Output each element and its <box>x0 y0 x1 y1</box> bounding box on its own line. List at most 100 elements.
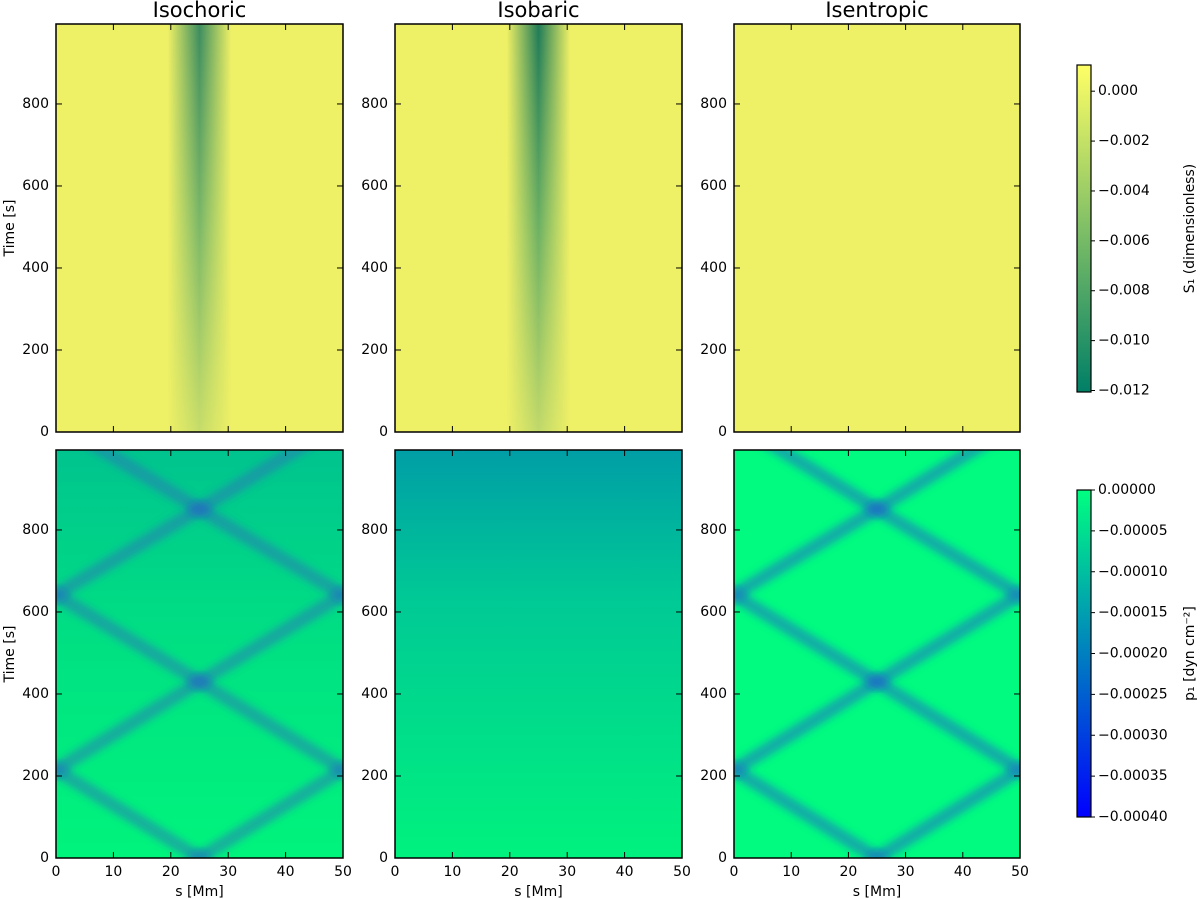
y-tick-label: 0 <box>40 424 49 440</box>
heatmap-image <box>734 24 1020 432</box>
colorbar-tick-label: −0.00025 <box>1098 686 1168 702</box>
x-tick-label: 50 <box>334 864 352 880</box>
x-tick-label: 40 <box>277 864 295 880</box>
y-tick-label: 600 <box>361 178 388 194</box>
y-tick-label: 200 <box>361 768 388 784</box>
wave-crossing <box>865 673 889 690</box>
colorbar-tick-label: −0.002 <box>1098 133 1150 149</box>
x-tick-label: 20 <box>162 864 180 880</box>
x-tick-label: 20 <box>839 864 857 880</box>
heatmap-image <box>395 24 682 432</box>
y-tick-label: 600 <box>700 604 727 620</box>
x-tick-label: 0 <box>391 864 400 880</box>
y-tick-label: 800 <box>361 522 388 538</box>
y-axis-label: Time [s] <box>2 200 18 258</box>
y-tick-label: 400 <box>22 260 49 276</box>
plot-frame <box>55 449 344 859</box>
x-tick-label: 0 <box>52 864 61 880</box>
x-tick-label: 50 <box>673 864 691 880</box>
panel-title: Isentropic <box>825 0 928 22</box>
wave-crossing <box>1008 586 1020 603</box>
y-tick-label: 200 <box>22 342 49 358</box>
colorbar-tick-label: −0.00030 <box>1098 727 1168 743</box>
y-axis-label: Time [s] <box>2 626 18 684</box>
x-tick-label: 10 <box>104 864 122 880</box>
wave-crossing <box>56 586 68 603</box>
x-tick-label: 10 <box>782 864 800 880</box>
colorbar-tick-label: −0.012 <box>1098 383 1150 399</box>
panel-title: Isobaric <box>497 0 579 22</box>
y-tick-label: 0 <box>379 424 388 440</box>
heatmap-image <box>734 450 1020 858</box>
heatmap-image <box>395 450 682 858</box>
colorbar-label: p₁ [dyn cm⁻²] <box>1182 606 1198 701</box>
wave-crossing <box>734 761 746 778</box>
colorbar <box>1076 64 1092 393</box>
heatmap-band <box>506 24 571 432</box>
x-tick-label: 40 <box>954 864 972 880</box>
x-tick-label: 30 <box>897 864 915 880</box>
colorbar-tick-label: 0.000 <box>1098 83 1138 99</box>
colorbar-tick-label: −0.00015 <box>1098 605 1168 621</box>
colorbar-tick-label: −0.008 <box>1098 283 1150 299</box>
x-tick-label: 50 <box>1011 864 1029 880</box>
y-tick-label: 600 <box>361 604 388 620</box>
wave-crossing <box>331 761 343 778</box>
y-tick-label: 0 <box>718 850 727 866</box>
y-tick-label: 800 <box>361 96 388 112</box>
heatmap-bg <box>56 450 343 858</box>
wave-front <box>56 450 343 858</box>
plot-frame <box>733 449 1021 859</box>
wave-crossing <box>865 850 889 858</box>
x-axis-label: s [Mm] <box>514 884 562 899</box>
y-tick-label: 200 <box>700 768 727 784</box>
wave-crossing <box>331 586 343 603</box>
y-tick-label: 800 <box>22 522 49 538</box>
wave-crossing <box>187 850 212 858</box>
plot-frame <box>733 23 1021 433</box>
heatmap-bg <box>734 450 1020 858</box>
heatmap-bg <box>395 450 682 858</box>
wave-crossing <box>1008 761 1020 778</box>
y-tick-label: 600 <box>22 604 49 620</box>
plot-frame <box>394 449 683 859</box>
y-tick-label: 400 <box>361 686 388 702</box>
y-tick-label: 200 <box>361 342 388 358</box>
y-tick-label: 0 <box>379 850 388 866</box>
x-tick-label: 30 <box>558 864 576 880</box>
y-tick-label: 400 <box>22 686 49 702</box>
y-tick-label: 0 <box>40 850 49 866</box>
heatmap-image <box>56 24 343 432</box>
y-tick-label: 800 <box>700 522 727 538</box>
wave-crossing <box>865 501 889 518</box>
wave-crossing <box>734 586 746 603</box>
x-axis-label: s [Mm] <box>175 884 223 899</box>
x-tick-label: 0 <box>730 864 739 880</box>
colorbar-tick-label: −0.004 <box>1098 183 1150 199</box>
y-tick-label: 800 <box>700 96 727 112</box>
heatmap-image <box>56 450 343 858</box>
panel-title: Isochoric <box>153 0 247 22</box>
colorbar <box>1076 489 1092 818</box>
wave-crossing <box>56 761 68 778</box>
wave-front <box>56 450 343 858</box>
colorbar-label: S₁ (dimensionless) <box>1182 164 1198 294</box>
x-tick-label: 30 <box>219 864 237 880</box>
colorbar-tick-label: −0.006 <box>1098 233 1150 249</box>
y-tick-label: 200 <box>700 342 727 358</box>
y-tick-label: 600 <box>700 178 727 194</box>
colorbar-tick-label: −0.010 <box>1098 333 1150 349</box>
x-tick-label: 20 <box>501 864 519 880</box>
plot-frame <box>55 23 344 433</box>
wave-crossing <box>187 501 212 518</box>
y-tick-label: 400 <box>700 260 727 276</box>
colorbar-tick-label: −0.00005 <box>1098 523 1168 539</box>
x-tick-label: 40 <box>616 864 634 880</box>
y-tick-label: 400 <box>700 686 727 702</box>
wave-crossing <box>187 673 212 690</box>
wave-front <box>734 450 1020 858</box>
y-tick-label: 400 <box>361 260 388 276</box>
x-axis-label: s [Mm] <box>853 884 901 899</box>
heatmap-band <box>167 24 232 432</box>
